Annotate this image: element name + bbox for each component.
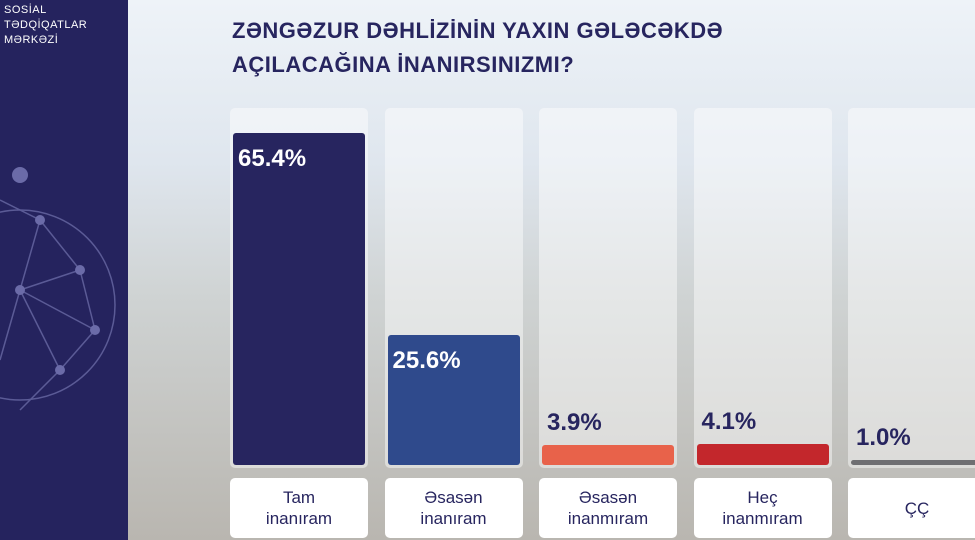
category-label: Əsasən inanmıram	[539, 478, 677, 538]
category-label: Heç inanmıram	[693, 478, 832, 538]
category-label: Əsasən inanıram	[384, 478, 523, 538]
value-label: 65.4%	[238, 144, 307, 172]
column-card	[539, 108, 677, 468]
bar	[233, 132, 365, 465]
bar	[696, 444, 829, 465]
logo	[0, 167, 116, 411]
bar	[542, 445, 674, 465]
brand-text: MƏRKƏZİ	[4, 34, 59, 46]
brand-text: SOSİAL	[4, 4, 47, 16]
value-label: 3.9%	[547, 409, 602, 437]
brand-text: TƏDQİQATLAR	[4, 19, 88, 31]
value-label: 25.6%	[392, 346, 461, 374]
chart-title: ZƏNGƏZUR DƏHLİZİNİN YAXIN GƏLƏCƏKDƏ AÇIL…	[232, 18, 724, 77]
category-label: ÇÇ	[848, 478, 975, 538]
value-label: 1.0%	[856, 423, 911, 451]
bar	[851, 459, 975, 465]
category-label: Tam inanıram	[230, 478, 368, 538]
bar	[387, 334, 520, 465]
side-panel: SOSİAL TƏDQİQATLAR MƏRKƏZİ	[0, 0, 128, 540]
column-card	[848, 108, 975, 468]
column-card	[693, 108, 832, 468]
value-label: 4.1%	[701, 408, 757, 436]
